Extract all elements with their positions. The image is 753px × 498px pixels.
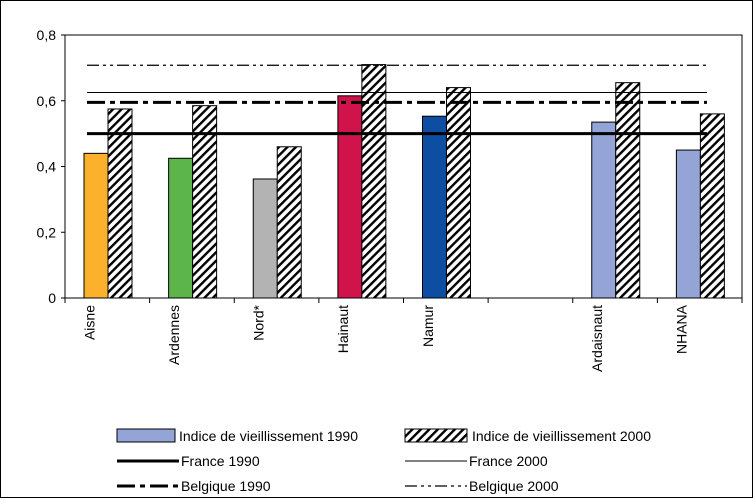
bar-2000 — [107, 108, 133, 299]
legend-label: Indice de vieillissement 1990 — [179, 428, 358, 444]
bar-1990 — [252, 178, 278, 299]
x-category-label: Ardaisnaut — [589, 305, 605, 372]
x-category-label: Ardennes — [166, 305, 182, 365]
x-category-label: Aisne — [81, 305, 97, 340]
legend-label: Belgique 1990 — [181, 478, 271, 494]
x-category-label: Namur — [420, 305, 436, 347]
x-category-label: Nord* — [251, 304, 267, 340]
x-category-label: NHANA — [674, 304, 690, 354]
bar-1990 — [83, 152, 109, 299]
legend-label: France 1990 — [181, 453, 260, 469]
bar-2000 — [276, 146, 302, 299]
plot-area — [64, 34, 743, 299]
legend-swatch-1990 — [116, 428, 176, 443]
bar-2000 — [446, 87, 471, 299]
bar-1990 — [168, 157, 194, 299]
bar-2000 — [361, 64, 387, 299]
legend-label: France 2000 — [469, 453, 548, 469]
legend: Indice de vieillissement 1990 Indice de v… — [116, 428, 651, 494]
bar-1990 — [591, 121, 617, 299]
legend-swatch-2000 — [404, 428, 468, 443]
y-tick-label: 0,8 — [37, 27, 57, 43]
bar-1990 — [675, 149, 701, 299]
y-tick-label: 0 — [48, 290, 56, 306]
y-tick-label: 0,6 — [37, 93, 57, 109]
bar-2000 — [699, 113, 725, 299]
bar-2000 — [615, 82, 641, 299]
y-tick-label: 0,4 — [37, 159, 57, 175]
bar-1990 — [422, 115, 447, 299]
legend-label: Indice de vieillissement 2000 — [472, 428, 651, 444]
y-tick-label: 0,2 — [37, 224, 57, 240]
bar-1990 — [337, 95, 363, 299]
bar-2000 — [192, 105, 218, 299]
legend-label: Belgique 2000 — [469, 478, 559, 494]
x-category-label: Hainaut — [335, 305, 351, 353]
